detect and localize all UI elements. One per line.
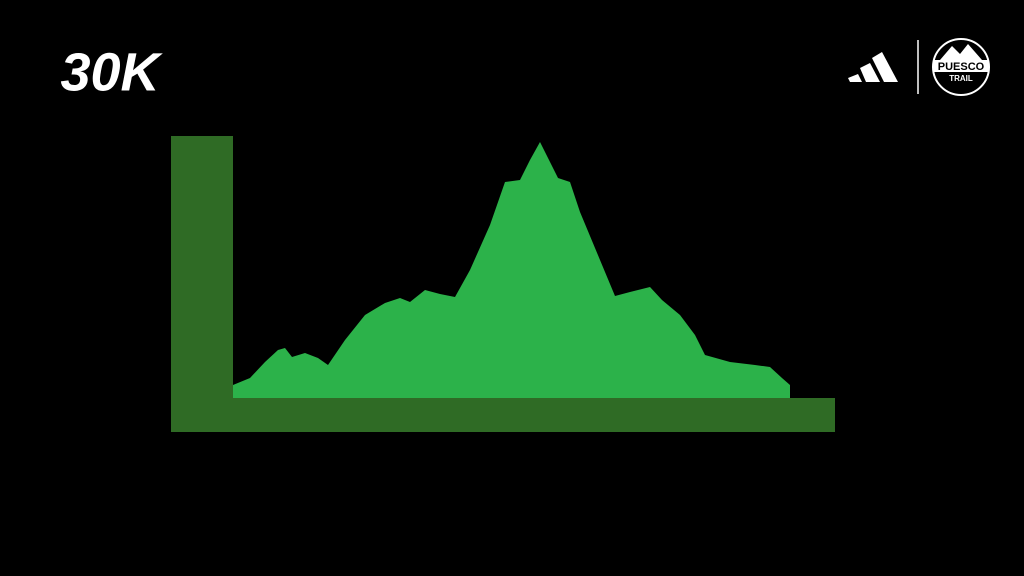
title: 30K [60,42,163,102]
x-axis-panel [171,398,835,432]
adidas-logo [848,52,898,82]
logo-subtext: TRAIL [949,74,973,83]
puesco-logo: PUESCO TRAIL [932,38,990,96]
logo-text: PUESCO [938,61,985,73]
elevation-profile [233,142,790,398]
y-axis-panel [171,136,233,432]
